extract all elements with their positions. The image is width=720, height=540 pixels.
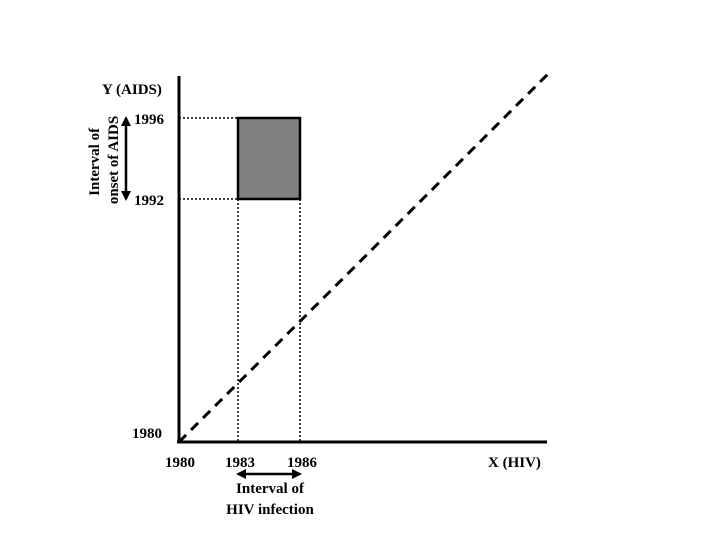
diagonal-reference-line bbox=[177, 72, 550, 444]
aids-interval-label: Interval of onset of AIDS bbox=[87, 116, 122, 204]
x-tick-1983: 1983 bbox=[225, 455, 255, 471]
x-tick-1986: 1986 bbox=[287, 455, 318, 471]
aids-interval-label-line1: Interval of bbox=[87, 127, 103, 196]
y-tick-1992: 1992 bbox=[134, 193, 164, 209]
x-axis-label: X (HIV) bbox=[488, 455, 541, 471]
hiv-interval-label-line2: HIV infection bbox=[226, 502, 314, 518]
infection-onset-box bbox=[236, 116, 302, 201]
y-tick-1980: 1980 bbox=[132, 426, 162, 442]
y-tick-1996: 1996 bbox=[134, 112, 165, 128]
hiv-interval-label-line1: Interval of bbox=[236, 481, 305, 497]
x-tick-1980: 1980 bbox=[165, 455, 195, 471]
aids-interval-label-line2: onset of AIDS bbox=[106, 116, 122, 204]
y-axis-label: Y (AIDS) bbox=[102, 82, 162, 98]
